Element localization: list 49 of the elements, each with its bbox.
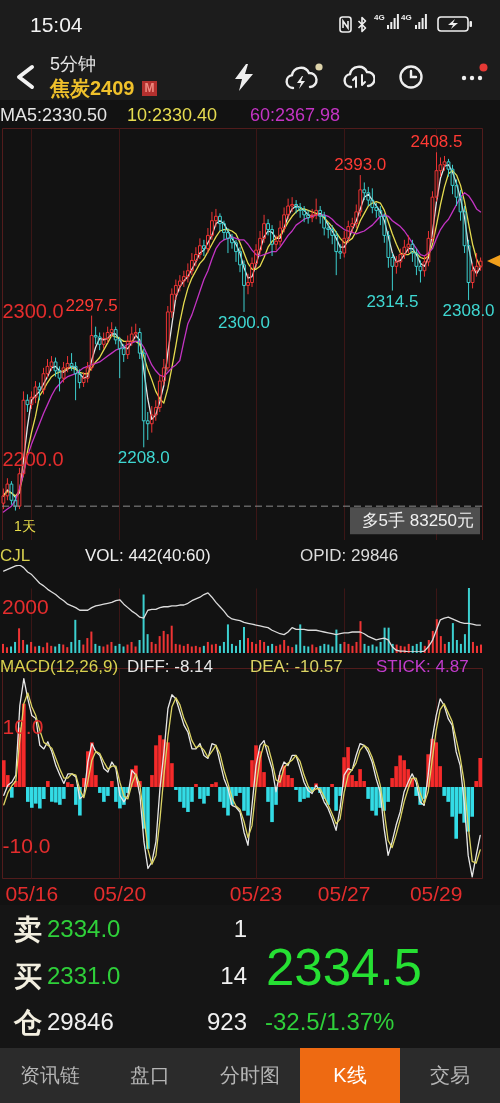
annotation: 1天 [14, 518, 36, 534]
y-tick-label: 2300.0 [2, 300, 64, 323]
text: OPID: 29846 [300, 546, 399, 565]
text: 2331.0 [47, 962, 121, 989]
text: 60:2367.98 [250, 105, 341, 125]
text: 29846 [47, 1008, 114, 1035]
x-tick-label: 05/20 [93, 881, 147, 905]
text: 焦炭2409 [50, 77, 135, 99]
text: 10:2330.40 [127, 105, 218, 125]
text: 2334.5 [266, 939, 422, 996]
text: 4G [374, 13, 385, 22]
x-tick-label: 05/27 [317, 881, 371, 905]
annotation: VOL: 442(40:60) [85, 546, 211, 565]
x-tick-label: 05/23 [229, 881, 283, 905]
text: 2300.0 [218, 312, 271, 332]
text: DEA: -10.57 [250, 657, 343, 676]
text: 4G [401, 13, 412, 22]
text: 2393.0 [334, 155, 387, 175]
text: -32.5/1.37% [265, 1008, 395, 1035]
text: 2334.0 [47, 915, 121, 942]
text: 923 [206, 1008, 247, 1035]
text: 14 [220, 962, 247, 989]
ref-line-label: 多5手 83250元 [361, 511, 474, 531]
y-tick-label: -10.0 [2, 833, 51, 857]
text: 2408.5 [410, 132, 463, 152]
x-tick-label: 05/29 [409, 881, 463, 905]
text: M [142, 81, 157, 96]
text: 卖 [14, 914, 42, 945]
text: 5分钟 [50, 54, 97, 74]
text: 资讯链 [19, 1064, 81, 1086]
text: MA5:2330.50 [0, 105, 108, 125]
text: 15:04 [30, 13, 83, 36]
annotation: STICK: 4.87 [376, 657, 469, 676]
text: 2208.0 [117, 448, 170, 468]
text: 分时图 [219, 1064, 281, 1086]
text: 盘口 [129, 1064, 171, 1086]
chart-title: CJL [0, 546, 31, 565]
text: 2308.0 [442, 301, 495, 321]
x-tick-label: 05/16 [5, 881, 59, 905]
annotation: 2000 [2, 595, 49, 618]
text: 2297.5 [65, 295, 118, 315]
text: 1 [233, 915, 247, 942]
text: 仓 [14, 1007, 42, 1038]
chart-title: MACD(12,26,9) [0, 657, 119, 676]
text: K线 [332, 1064, 368, 1086]
series-label: DIFF: -8.14 [127, 657, 213, 676]
text: 买 [14, 961, 42, 992]
text: 2314.5 [366, 291, 419, 311]
text: 交易 [429, 1064, 471, 1086]
